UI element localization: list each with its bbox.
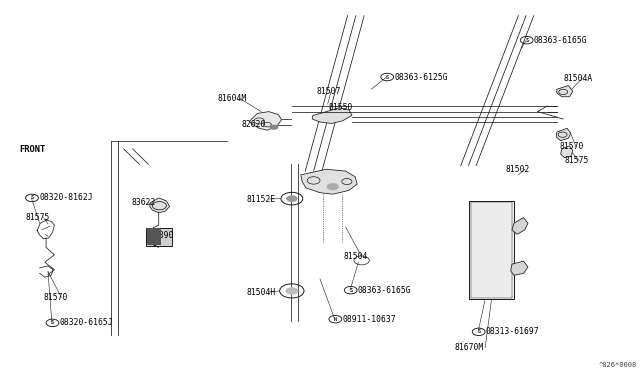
Polygon shape: [511, 261, 528, 275]
Text: 08313-61697: 08313-61697: [486, 327, 540, 336]
Circle shape: [285, 287, 298, 295]
Text: 81575: 81575: [564, 156, 589, 165]
Text: S: S: [386, 74, 388, 80]
Text: 81550: 81550: [329, 103, 353, 112]
Circle shape: [286, 195, 298, 202]
Circle shape: [269, 125, 278, 130]
Text: 81575: 81575: [26, 213, 50, 222]
Text: 81670M: 81670M: [454, 343, 484, 352]
Text: 08363-6165G: 08363-6165G: [534, 36, 588, 45]
Text: 81152E: 81152E: [246, 195, 276, 203]
Polygon shape: [312, 108, 352, 124]
Bar: [147, 228, 161, 245]
Polygon shape: [512, 218, 528, 234]
Text: S: S: [31, 195, 33, 201]
Bar: [469, 201, 514, 299]
Text: 82620: 82620: [242, 120, 266, 129]
Text: 81504: 81504: [344, 252, 368, 261]
Text: 81502: 81502: [506, 165, 530, 174]
Polygon shape: [561, 146, 573, 158]
Polygon shape: [556, 128, 571, 141]
Polygon shape: [150, 198, 170, 213]
Text: 81504A: 81504A: [563, 74, 593, 83]
Text: 08363-6125G: 08363-6125G: [394, 73, 448, 81]
Text: ^826*0008: ^826*0008: [598, 362, 637, 368]
Polygon shape: [250, 112, 282, 130]
Text: S: S: [349, 288, 352, 293]
Text: 81890: 81890: [150, 231, 174, 240]
Text: 08911-10637: 08911-10637: [342, 315, 396, 324]
Bar: [146, 228, 172, 246]
Text: FRONT: FRONT: [19, 145, 45, 154]
Text: 81570: 81570: [559, 142, 584, 151]
Text: 81604M: 81604M: [218, 94, 247, 103]
Polygon shape: [557, 86, 573, 97]
Text: 08320-8162J: 08320-8162J: [39, 193, 93, 202]
Text: 83622: 83622: [132, 198, 156, 207]
Polygon shape: [301, 169, 357, 194]
Circle shape: [327, 183, 339, 190]
Text: S: S: [477, 329, 480, 334]
Text: 08320-6165J: 08320-6165J: [60, 318, 113, 327]
Text: 81570: 81570: [44, 293, 68, 302]
Text: S: S: [51, 320, 54, 326]
Text: S: S: [525, 38, 528, 43]
Bar: [471, 202, 512, 298]
Text: 81507: 81507: [316, 87, 340, 96]
Text: 81504H: 81504H: [246, 288, 276, 296]
Text: N: N: [334, 317, 337, 322]
Text: 08363-6165G: 08363-6165G: [358, 286, 412, 295]
